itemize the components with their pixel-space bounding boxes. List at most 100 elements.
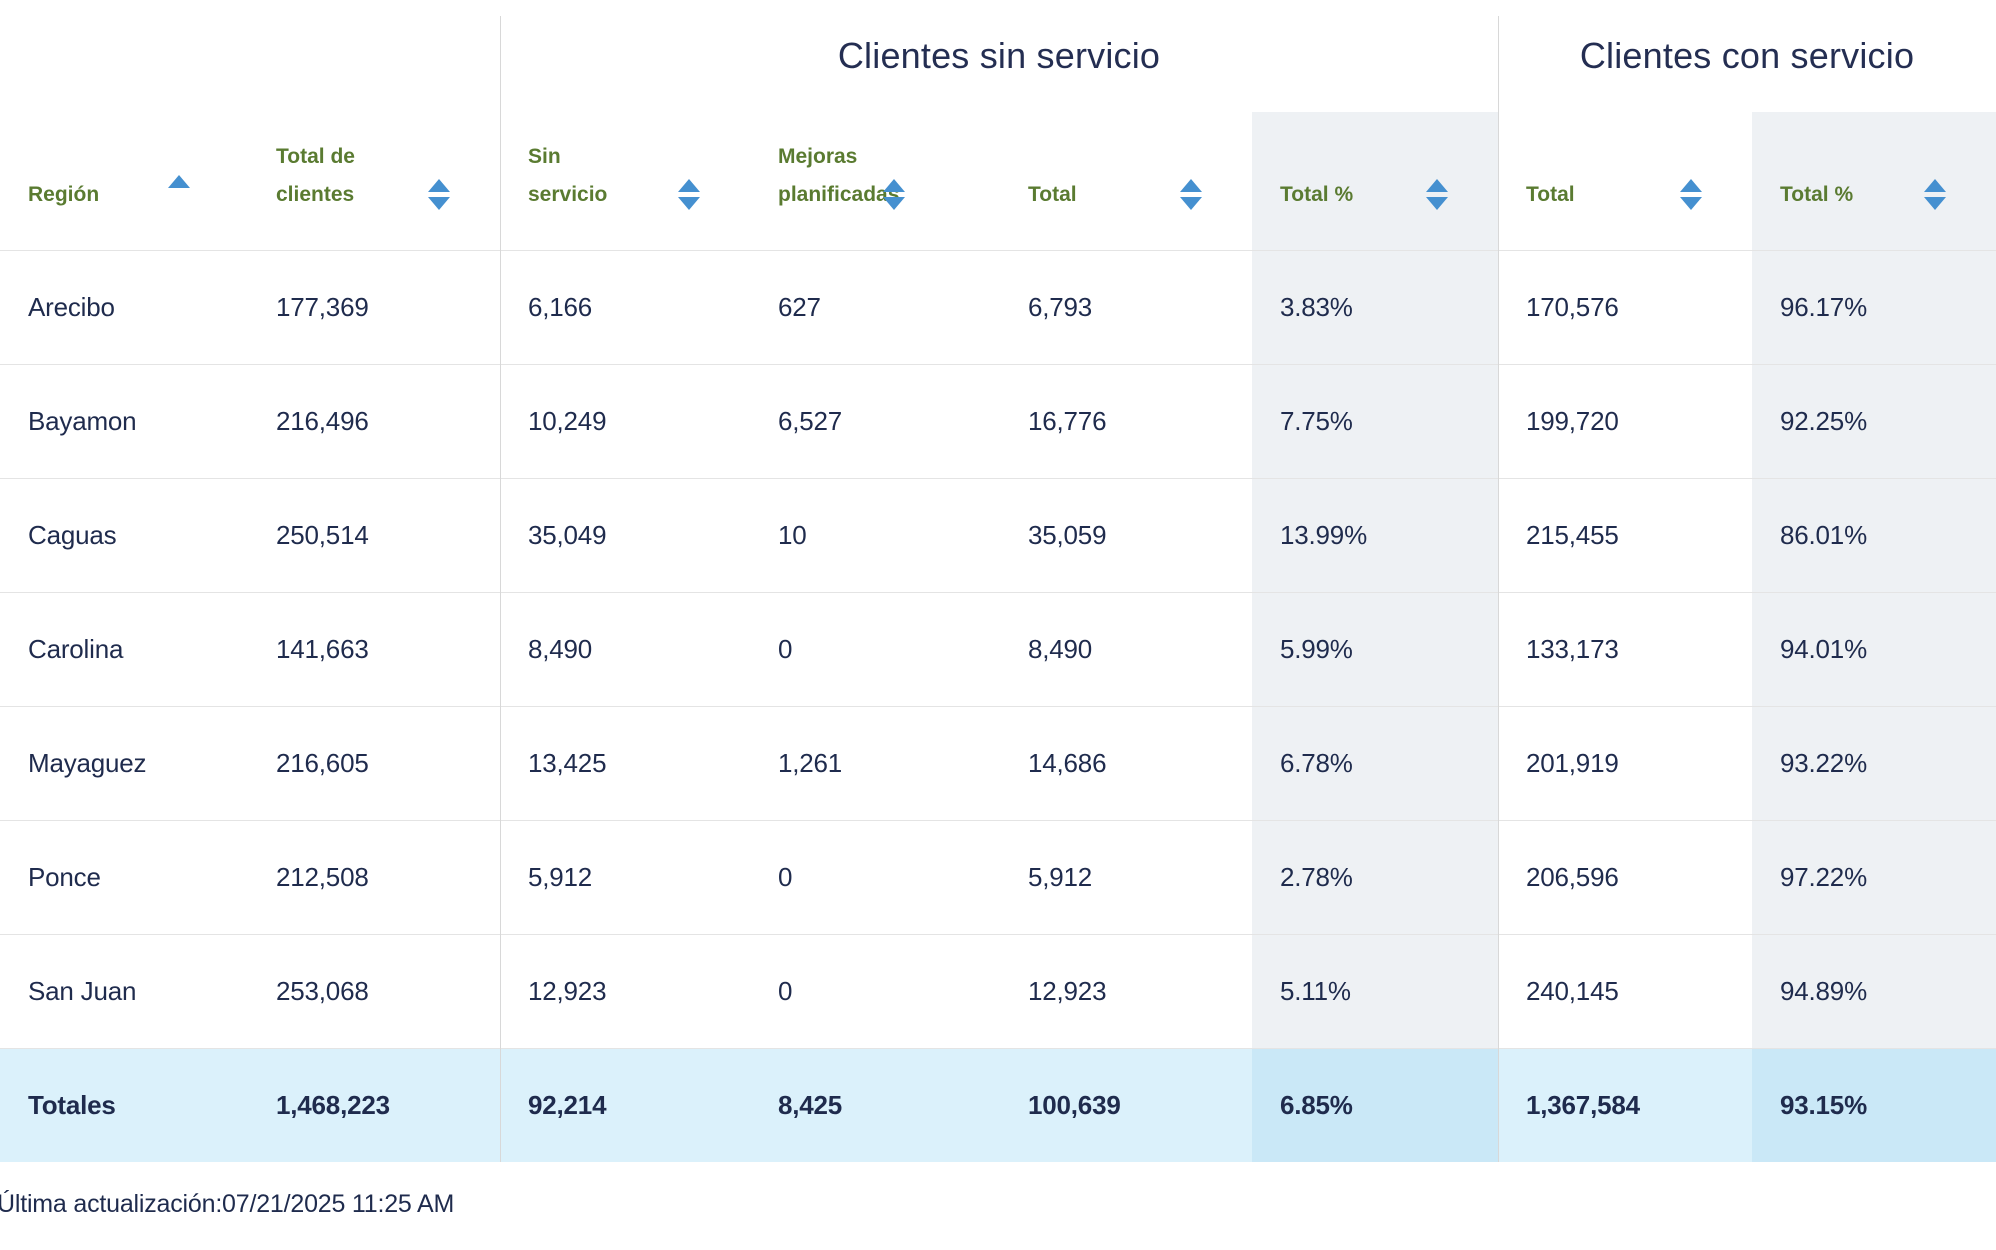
cell-total-pct-sin: 2.78% bbox=[1252, 820, 1498, 934]
group-header-spacer bbox=[0, 0, 500, 112]
cell-total-pct-sin: 7.75% bbox=[1252, 364, 1498, 478]
cell-total-sin: 5,912 bbox=[1000, 820, 1252, 934]
cell-total-pct-sin: 3.83% bbox=[1252, 250, 1498, 364]
cell-total-pct-sin: 6.78% bbox=[1252, 706, 1498, 820]
cell-total-pct-sin: 13.99% bbox=[1252, 478, 1498, 592]
column-header-total-con-servicio[interactable]: Total bbox=[1498, 112, 1752, 250]
cell-total-sin: 12,923 bbox=[1000, 934, 1252, 1048]
cell-mejoras-planificadas: 1,261 bbox=[750, 706, 1000, 820]
cell-total-pct-sin: 5.11% bbox=[1252, 934, 1498, 1048]
cell-sin-servicio: 35,049 bbox=[500, 478, 750, 592]
cell-total-con: 201,919 bbox=[1498, 706, 1752, 820]
sort-up-icon bbox=[1680, 179, 1702, 192]
sort-down-icon bbox=[1924, 197, 1946, 210]
cell-total-sin: 35,059 bbox=[1000, 478, 1252, 592]
cell-total-con: 133,173 bbox=[1498, 592, 1752, 706]
column-header-label: Mejoras planificadas bbox=[778, 145, 900, 206]
service-table: Clientes sin servicio Clientes con servi… bbox=[0, 0, 1996, 1162]
sort-down-icon bbox=[678, 197, 700, 210]
column-header-total-pct-sin-servicio[interactable]: Total % bbox=[1252, 112, 1498, 250]
column-header-sin-servicio[interactable]: Sin servicio bbox=[500, 112, 750, 250]
cell-total-pct-sin: 6.85% bbox=[1252, 1048, 1498, 1162]
column-header-label: Total % bbox=[1780, 183, 1854, 206]
sort-icon[interactable] bbox=[678, 179, 700, 210]
group-divider-line bbox=[1498, 16, 1499, 1162]
sort-down-icon bbox=[428, 197, 450, 210]
cell-mejoras-planificadas: 8,425 bbox=[750, 1048, 1000, 1162]
cell-mejoras-planificadas: 10 bbox=[750, 478, 1000, 592]
column-header-mejoras-planificadas[interactable]: Mejoras planificadas bbox=[750, 112, 1000, 250]
cell-total-con: 199,720 bbox=[1498, 364, 1752, 478]
cell-total-pct-con: 93.22% bbox=[1752, 706, 1996, 820]
sort-icon[interactable] bbox=[428, 179, 450, 210]
cell-total-clientes: 253,068 bbox=[248, 934, 500, 1048]
sort-up-icon bbox=[168, 175, 190, 188]
sort-icon[interactable] bbox=[1426, 179, 1448, 210]
cell-sin-servicio: 92,214 bbox=[500, 1048, 750, 1162]
cell-region: Bayamon bbox=[0, 364, 248, 478]
cell-sin-servicio: 8,490 bbox=[500, 592, 750, 706]
sort-down-icon bbox=[883, 197, 905, 210]
column-header-total-pct-con-servicio[interactable]: Total % bbox=[1752, 112, 1996, 250]
cell-total-con: 170,576 bbox=[1498, 250, 1752, 364]
cell-total-clientes: 1,468,223 bbox=[248, 1048, 500, 1162]
cell-sin-servicio: 12,923 bbox=[500, 934, 750, 1048]
sort-up-icon bbox=[1180, 179, 1202, 192]
cell-region: Mayaguez bbox=[0, 706, 248, 820]
sort-icon[interactable] bbox=[883, 179, 905, 210]
cell-mejoras-planificadas: 0 bbox=[750, 820, 1000, 934]
cell-sin-servicio: 6,166 bbox=[500, 250, 750, 364]
sort-down-icon bbox=[1680, 197, 1702, 210]
column-header-label: Región bbox=[28, 183, 100, 206]
cell-total-pct-con: 94.01% bbox=[1752, 592, 1996, 706]
sort-icon[interactable] bbox=[1680, 179, 1702, 210]
cell-region: San Juan bbox=[0, 934, 248, 1048]
cell-total-sin: 6,793 bbox=[1000, 250, 1252, 364]
cell-region: Ponce bbox=[0, 820, 248, 934]
cell-total-clientes: 141,663 bbox=[248, 592, 500, 706]
cell-region: Arecibo bbox=[0, 250, 248, 364]
sort-up-icon bbox=[1924, 179, 1946, 192]
cell-total-sin: 100,639 bbox=[1000, 1048, 1252, 1162]
cell-mejoras-planificadas: 627 bbox=[750, 250, 1000, 364]
sort-up-icon bbox=[1426, 179, 1448, 192]
sort-up-icon bbox=[428, 179, 450, 192]
sort-up-icon bbox=[883, 179, 905, 192]
column-header-total-sin-servicio[interactable]: Total bbox=[1000, 112, 1252, 250]
sort-icon[interactable] bbox=[1924, 179, 1946, 210]
cell-total-pct-con: 94.89% bbox=[1752, 934, 1996, 1048]
cell-total-pct-con: 97.22% bbox=[1752, 820, 1996, 934]
cell-total-clientes: 177,369 bbox=[248, 250, 500, 364]
cell-sin-servicio: 5,912 bbox=[500, 820, 750, 934]
cell-total-con: 240,145 bbox=[1498, 934, 1752, 1048]
cell-total-con: 206,596 bbox=[1498, 820, 1752, 934]
cell-total-clientes: 216,605 bbox=[248, 706, 500, 820]
cell-total-clientes: 216,496 bbox=[248, 364, 500, 478]
cell-total-clientes: 250,514 bbox=[248, 478, 500, 592]
cell-total-con: 1,367,584 bbox=[1498, 1048, 1752, 1162]
sort-icon[interactable] bbox=[1180, 179, 1202, 210]
column-header-label: Total bbox=[1028, 183, 1077, 206]
cell-total-pct-con: 93.15% bbox=[1752, 1048, 1996, 1162]
cell-region: Carolina bbox=[0, 592, 248, 706]
cell-sin-servicio: 13,425 bbox=[500, 706, 750, 820]
cell-mejoras-planificadas: 6,527 bbox=[750, 364, 1000, 478]
cell-region: Caguas bbox=[0, 478, 248, 592]
sort-asc-icon[interactable] bbox=[168, 175, 190, 188]
column-header-region[interactable]: Región bbox=[0, 112, 248, 250]
cell-total-sin: 14,686 bbox=[1000, 706, 1252, 820]
cell-total-con: 215,455 bbox=[1498, 478, 1752, 592]
cell-total-pct-con: 92.25% bbox=[1752, 364, 1996, 478]
column-header-label: Total bbox=[1526, 183, 1575, 206]
cell-total-pct-sin: 5.99% bbox=[1252, 592, 1498, 706]
cell-mejoras-planificadas: 0 bbox=[750, 934, 1000, 1048]
sort-up-icon bbox=[678, 179, 700, 192]
cell-total-pct-con: 96.17% bbox=[1752, 250, 1996, 364]
group-divider-line bbox=[500, 16, 501, 1162]
column-header-label: Total de clientes bbox=[276, 145, 355, 206]
last-updated-text: Última actualización:07/21/2025 11:25 AM bbox=[0, 1190, 455, 1218]
column-header-total-de-clientes[interactable]: Total de clientes bbox=[248, 112, 500, 250]
group-header-clientes-sin-servicio: Clientes sin servicio bbox=[837, 35, 1161, 76]
group-header-clientes-con-servicio: Clientes con servicio bbox=[1579, 35, 1915, 76]
